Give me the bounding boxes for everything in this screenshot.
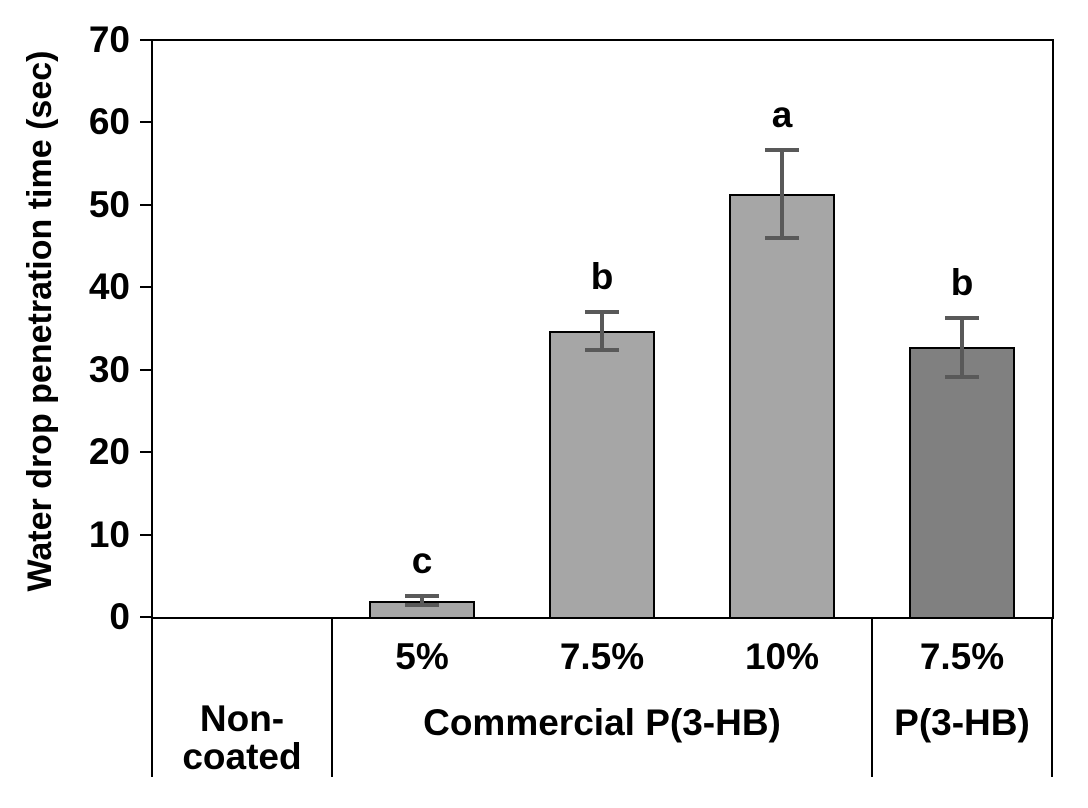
bar bbox=[729, 194, 835, 619]
significance-letter: b bbox=[950, 261, 974, 303]
y-axis-tick bbox=[140, 286, 152, 289]
error-bar-cap-top bbox=[405, 594, 439, 599]
error-bar-cap-bottom bbox=[765, 235, 799, 240]
error-bar-cap-top bbox=[585, 310, 619, 314]
y-tick-label: 20 bbox=[88, 431, 130, 473]
error-bar-cap-top bbox=[945, 315, 979, 320]
bar-tick-label: 7.5% bbox=[919, 636, 1005, 677]
group-label-line: Non- bbox=[199, 698, 285, 739]
y-axis-tick bbox=[140, 533, 152, 536]
error-bar-cap-bottom bbox=[405, 602, 439, 607]
significance-letter: c bbox=[411, 540, 433, 582]
group-label: Commercial P(3-HB) bbox=[332, 704, 872, 742]
category-separator bbox=[151, 617, 153, 777]
error-bar-line bbox=[420, 596, 424, 605]
group-label-line: coated bbox=[182, 736, 302, 777]
bar bbox=[909, 347, 1015, 619]
bar bbox=[549, 330, 655, 619]
error-bar-cap-top bbox=[765, 148, 799, 153]
bar-tick-label: 5% bbox=[395, 636, 449, 677]
category-separator bbox=[1051, 617, 1053, 777]
y-tick-label: 40 bbox=[88, 266, 130, 308]
group-label: Non-coated bbox=[152, 700, 332, 776]
y-tick-label: 60 bbox=[88, 101, 130, 143]
category-separator bbox=[331, 617, 333, 777]
group-label-line: P(3-HB) bbox=[894, 702, 1030, 743]
error-bar-line bbox=[600, 312, 604, 350]
error-bar-cap-bottom bbox=[585, 347, 619, 352]
y-axis-tick bbox=[140, 203, 152, 206]
significance-letter: b bbox=[590, 256, 614, 297]
group-label: P(3-HB) bbox=[872, 704, 1052, 742]
category-separator bbox=[871, 617, 873, 777]
bar-tick-label: 7.5% bbox=[559, 636, 645, 677]
error-bar-line bbox=[960, 317, 964, 378]
y-tick-label: 70 bbox=[88, 19, 130, 60]
error-bar-line bbox=[780, 150, 784, 238]
y-tick-label: 30 bbox=[88, 348, 130, 390]
group-label-line: Commercial P(3-HB) bbox=[423, 702, 781, 743]
y-axis-tick bbox=[140, 121, 152, 124]
y-tick-label: 10 bbox=[88, 513, 130, 555]
y-axis-tick bbox=[140, 451, 152, 454]
error-bar-cap-bottom bbox=[945, 375, 979, 380]
y-tick-label: 0 bbox=[109, 596, 130, 637]
significance-letter: a bbox=[771, 94, 793, 136]
y-axis-tick bbox=[140, 368, 152, 371]
bar-tick-label: 10% bbox=[744, 636, 820, 677]
y-axis-tick bbox=[140, 616, 152, 618]
y-tick-label: 50 bbox=[88, 183, 130, 225]
y-axis-tick bbox=[140, 39, 152, 41]
